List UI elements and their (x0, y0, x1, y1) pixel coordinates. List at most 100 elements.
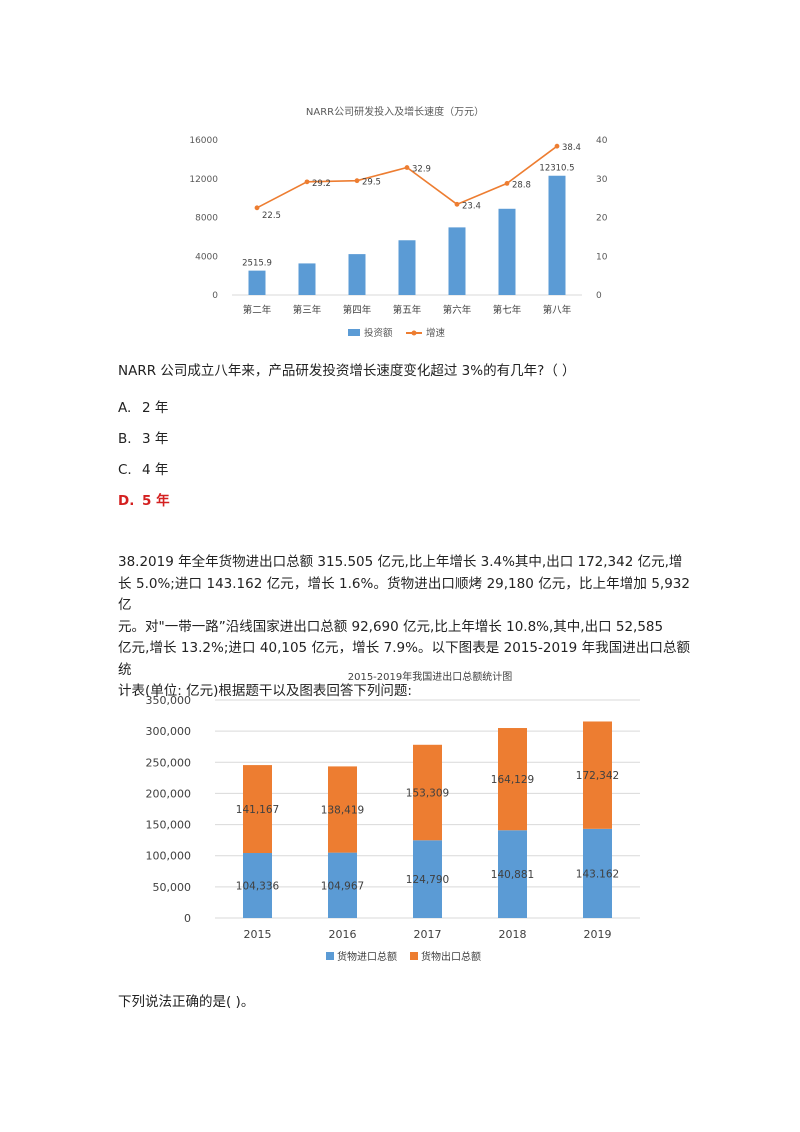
legend-growth-label: 增速 (426, 327, 446, 339)
y-tick-label: 250,000 (146, 756, 192, 769)
export-bar (413, 744, 442, 841)
option-d-letter: D. (118, 493, 135, 509)
chart1-legend: 投资额 增速 (348, 327, 446, 339)
x-tick-label: 第四年 (343, 304, 372, 316)
y-tick-label: 350,000 (146, 694, 192, 707)
investment-data-label: 2515.9 (242, 259, 272, 269)
export-bar (583, 721, 612, 829)
option-d-answer[interactable]: D. 5 年 (118, 489, 170, 509)
x-tick-label: 第八年 (543, 304, 572, 316)
investment-bar (548, 175, 566, 295)
x-tick-label: 第五年 (393, 304, 422, 316)
export-data-label: 164,129 (491, 774, 534, 786)
chart2-title: 2015-2019年我国进出口总额统计图 (348, 670, 513, 683)
x-tick-label: 2015 (244, 928, 272, 941)
option-b[interactable]: B. 3 年 (118, 427, 168, 447)
passage-line: 元。对"一带一路”沿线国家进出口总额 92,690 亿元,比上年增长 10.8%… (118, 618, 664, 635)
growth-data-label: 28.8 (512, 180, 531, 190)
y-right-tick-label: 40 (596, 136, 608, 146)
x-tick-label: 第二年 (243, 304, 272, 316)
growth-point (404, 165, 410, 170)
growth-point (254, 205, 260, 211)
growth-data-label: 23.4 (462, 201, 481, 211)
legend-growth-marker (411, 330, 417, 336)
question-2-prompt: 下列说法正确的是( )。 (118, 994, 255, 1010)
passage-line: 38.2019 年全年货物进出口总额 315.505 亿元,比上年增长 3.4%… (118, 554, 683, 570)
y-left-tick-label: 8000 (195, 214, 218, 224)
y-right-tick-label: 30 (596, 175, 608, 185)
import-bar (413, 840, 442, 918)
growth-data-label: 22.5 (262, 211, 281, 221)
passage-line: 计表(单位: 亿元)根据题干以及图表回答下列问题: (118, 683, 412, 699)
legend-export-swatch (410, 952, 418, 960)
passage-line: 长 5.0%;进口 143.162 亿元，增长 1.6%。货物进出口顺烤 29,… (118, 575, 690, 614)
export-bar (328, 766, 357, 853)
y-tick-label: 150,000 (146, 819, 192, 832)
import-data-label: 104,967 (321, 880, 364, 892)
growth-data-label: 29.2 (312, 179, 331, 189)
export-data-label: 153,309 (406, 788, 449, 800)
option-a-letter: A. (118, 400, 132, 416)
rd-investment-chart: NARR公司研发投入及增长速度（万元） 0 4000 8000 12000 16000 0… (189, 105, 608, 339)
y-right-tick-label: 20 (596, 214, 608, 224)
y-right-tick-label: 0 (596, 291, 602, 301)
growth-data-label: 38.4 (562, 143, 581, 153)
import-bar (328, 852, 357, 918)
y-tick-label: 200,000 (146, 787, 192, 800)
chart1-title: NARR公司研发投入及增长速度（万元） (306, 105, 484, 118)
export-data-label: 172,342 (576, 770, 619, 782)
growth-data-label: 29.5 (362, 178, 381, 188)
x-tick-label: 2019 (584, 928, 612, 941)
legend-investment-label: 投资额 (364, 327, 393, 339)
import-data-label: 143.162 (576, 868, 619, 880)
option-a-text: 2 年 (142, 400, 169, 416)
legend-import-swatch (326, 952, 334, 960)
export-bar (243, 765, 272, 854)
growth-point (504, 181, 510, 186)
option-d-text: 5 年 (142, 493, 170, 509)
import-bar (498, 830, 527, 918)
y-left-tick-label: 4000 (195, 252, 218, 262)
question-1-text: NARR 公司成立八年来，产品研发投资增长速度变化超过 3%的有几年?（ ） (118, 363, 576, 379)
y-tick-label: 50,000 (153, 881, 192, 894)
export-data-label: 138,419 (321, 805, 364, 817)
growth-line (256, 145, 558, 209)
chart2-legend: 货物进口总额 货物出口总额 (326, 950, 481, 963)
y-left-tick-label: 0 (212, 291, 218, 301)
y-tick-label: 0 (184, 912, 191, 925)
x-tick-label: 第六年 (443, 304, 472, 316)
y-tick-label: 100,000 (146, 850, 192, 863)
growth-point (454, 201, 460, 207)
question-2-passage: 38.2019 年全年货物进出口总额 315.505 亿元,比上年增长 3.4%… (118, 552, 690, 703)
option-b-text: 3 年 (142, 431, 169, 447)
x-tick-label: 第七年 (493, 304, 522, 316)
x-tick-label: 第三年 (293, 304, 322, 316)
growth-point (554, 143, 560, 149)
y-right-tick-label: 10 (596, 252, 608, 262)
investment-bar (248, 270, 266, 295)
x-tick-label: 2016 (329, 928, 357, 941)
investment-bar (298, 263, 316, 295)
option-c[interactable]: C. 4 年 (118, 458, 168, 478)
y-tick-label: 300,000 (146, 725, 192, 738)
investment-data-label: 12310.5 (539, 164, 574, 174)
y-left-tick-label: 16000 (189, 136, 218, 146)
option-a[interactable]: A. 2 年 (118, 396, 168, 416)
growth-data-label: 32.9 (412, 165, 431, 175)
growth-point (354, 178, 360, 184)
passage-line: 亿元,增长 13.2%;进口 40,105 亿元，增长 7.9%。以下图表是 2… (118, 640, 690, 678)
legend-investment-swatch (348, 329, 360, 336)
investment-bar (398, 240, 416, 295)
y-left-tick-label: 12000 (189, 175, 218, 185)
x-tick-label: 2017 (414, 928, 442, 941)
investment-bar (498, 208, 516, 295)
legend-import-label: 货物进口总额 (337, 950, 397, 963)
import-bar (583, 828, 612, 918)
import-data-label: 124,790 (406, 874, 449, 886)
export-data-label: 141,167 (236, 804, 279, 816)
option-c-text: 4 年 (142, 462, 169, 478)
option-b-letter: B. (118, 431, 132, 447)
investment-bar (448, 227, 466, 295)
import-data-label: 140,881 (491, 869, 534, 881)
legend-export-label: 货物出口总额 (421, 950, 481, 963)
